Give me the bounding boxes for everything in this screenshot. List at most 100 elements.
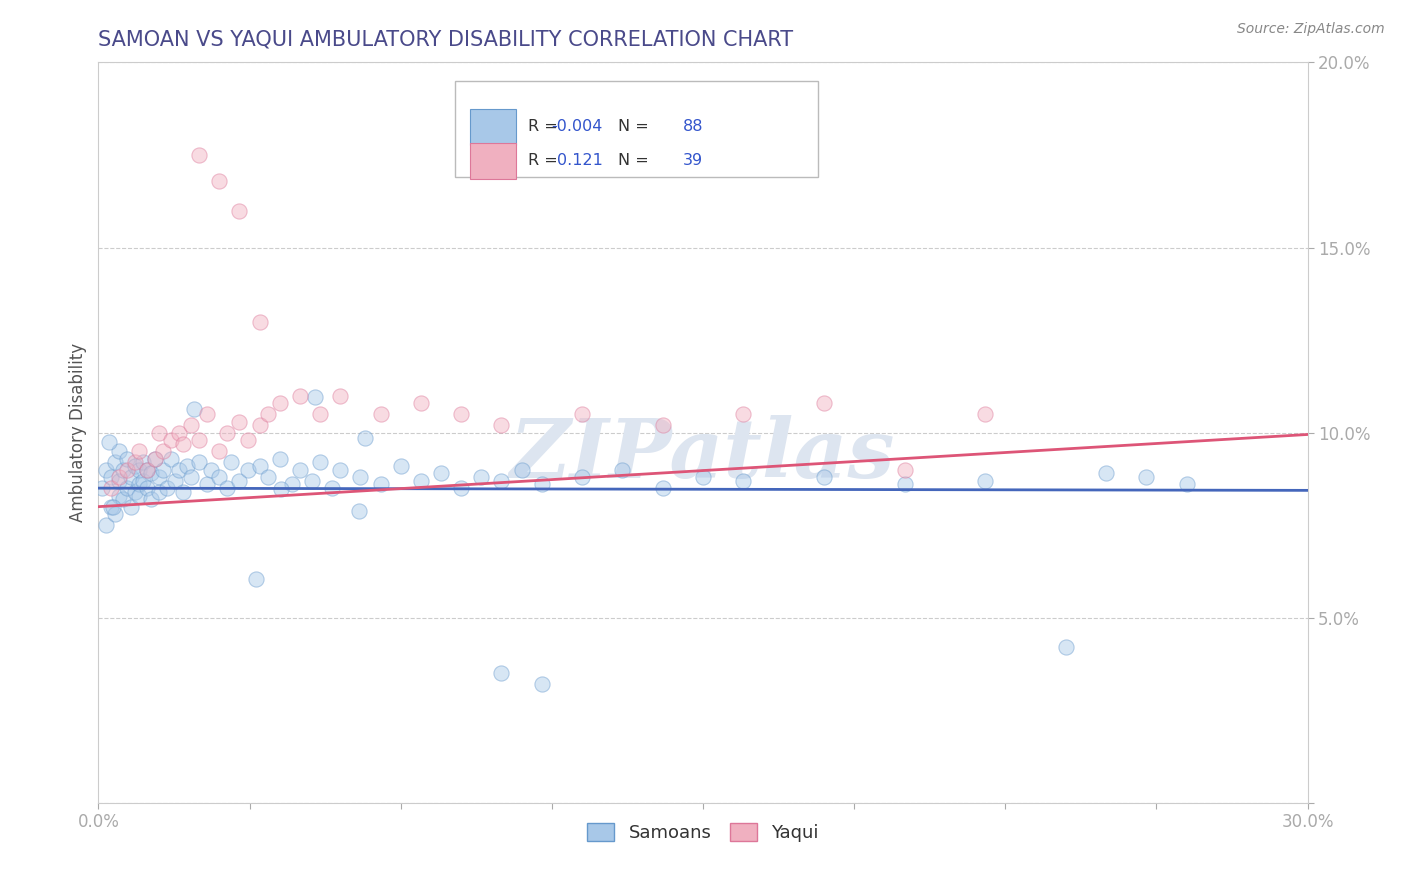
Point [530, 677, 553, 691]
Point [103, 455, 125, 469]
Point [120, 500, 142, 514]
Point [143, 451, 166, 466]
Point [128, 444, 150, 458]
Point [974, 407, 997, 421]
Point [651, 418, 673, 433]
Point [612, 462, 634, 476]
Point [733, 407, 755, 421]
Point [236, 433, 259, 447]
Point [172, 436, 194, 450]
Point [100, 481, 122, 495]
Point [200, 462, 222, 476]
Point [269, 451, 291, 466]
Point [1175, 477, 1198, 491]
Point [128, 489, 150, 503]
Point [208, 444, 231, 458]
Point [571, 470, 593, 484]
Point [893, 462, 915, 476]
Point [571, 407, 593, 421]
Point [160, 433, 183, 447]
Point [195, 407, 218, 421]
Point [245, 573, 267, 587]
Y-axis label: Ambulatory Disability: Ambulatory Disability [69, 343, 87, 522]
Point [132, 455, 155, 469]
Point [370, 407, 392, 421]
Point [249, 418, 271, 433]
Point [353, 431, 375, 445]
Point [120, 470, 142, 484]
Point [288, 388, 311, 402]
FancyBboxPatch shape [456, 81, 818, 178]
Point [135, 481, 157, 495]
Text: R =: R = [527, 120, 557, 135]
Point [491, 474, 513, 488]
Point [236, 462, 259, 476]
Point [172, 484, 194, 499]
Text: N =: N = [619, 120, 650, 135]
Point [107, 489, 129, 503]
Point [349, 470, 371, 484]
Point [491, 418, 513, 433]
Point [115, 481, 138, 495]
Text: Source: ZipAtlas.com: Source: ZipAtlas.com [1237, 22, 1385, 37]
Point [167, 425, 190, 440]
Text: N =: N = [619, 153, 650, 169]
Point [228, 474, 250, 488]
Point [510, 92, 533, 106]
Legend: Samoans, Yaqui: Samoans, Yaqui [581, 815, 825, 849]
Point [128, 462, 150, 476]
Point [370, 477, 392, 491]
Point [389, 458, 412, 473]
Point [148, 484, 170, 499]
Point [160, 451, 183, 466]
Text: 39: 39 [683, 153, 703, 169]
Point [450, 481, 472, 495]
Point [107, 444, 129, 458]
Point [180, 418, 202, 433]
Point [329, 462, 352, 476]
Point [321, 481, 343, 495]
Point [269, 396, 291, 410]
Point [96, 462, 118, 476]
Point [270, 482, 292, 496]
Point [180, 470, 202, 484]
Point [288, 462, 311, 476]
Point [208, 470, 231, 484]
Point [470, 470, 492, 484]
Point [135, 462, 157, 476]
Point [91, 481, 114, 495]
Point [1135, 470, 1157, 484]
Point [491, 666, 513, 681]
Text: SAMOAN VS YAQUI AMBULATORY DISABILITY CORRELATION CHART: SAMOAN VS YAQUI AMBULATORY DISABILITY CO… [98, 29, 793, 50]
Point [221, 455, 243, 469]
Text: 88: 88 [682, 120, 703, 135]
Point [813, 396, 835, 410]
Point [135, 462, 157, 476]
Point [148, 425, 170, 440]
Point [128, 477, 150, 491]
Point [651, 481, 673, 495]
Point [309, 407, 332, 421]
Point [143, 451, 166, 466]
Point [217, 425, 239, 440]
Point [692, 470, 714, 484]
FancyBboxPatch shape [470, 143, 516, 178]
Point [510, 462, 533, 476]
Point [195, 477, 218, 491]
Point [124, 458, 146, 473]
Point [974, 474, 997, 488]
Point [107, 470, 129, 484]
Point [139, 467, 162, 481]
Point [281, 477, 304, 491]
Point [893, 477, 915, 491]
Point [139, 492, 162, 507]
Point [249, 314, 271, 328]
Point [111, 462, 134, 476]
Point [188, 455, 211, 469]
Point [309, 455, 332, 469]
Point [163, 474, 186, 488]
Point [176, 458, 198, 473]
Point [217, 481, 239, 495]
Point [409, 474, 432, 488]
Point [733, 474, 755, 488]
